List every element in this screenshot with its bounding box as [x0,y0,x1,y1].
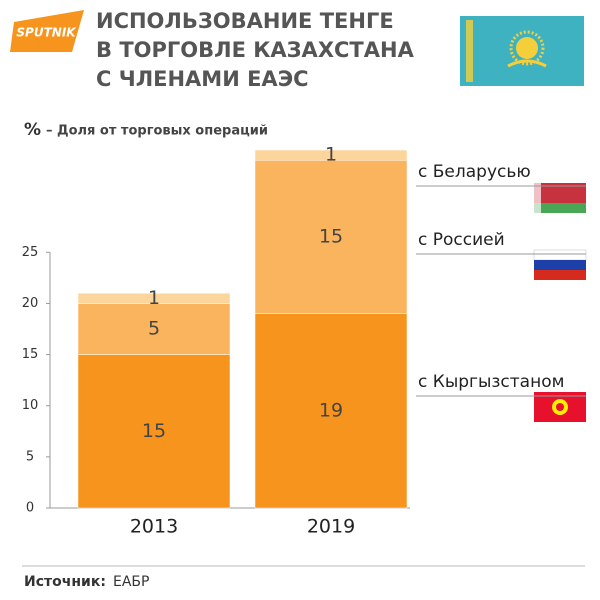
title-line: В ТОРГОВЛЕ КАЗАХСТАНА [96,38,415,62]
unit-label: % [24,120,41,140]
x-tick-label: 2019 [307,516,355,538]
bar-segment [254,149,408,161]
source-text: ЕАБР [113,574,149,590]
bar-segment [254,159,408,314]
y-tick-label: 10 [22,398,39,413]
bar-segment [77,354,231,509]
value-label: 15 [142,420,166,442]
value-label: 1 [148,287,160,309]
title-line: ИСПОЛЬЗОВАНИЕ ТЕНГЕ [96,9,394,33]
legend-label: с Кыргызстаном [418,372,564,392]
bar-segment [77,292,231,304]
value-label: 15 [319,225,343,247]
logo-text: SPUTNIK [16,26,77,40]
flag-russia [533,249,587,280]
flag-kazakhstan [460,16,584,86]
flag-belarus [534,183,586,213]
y-tick-label: 0 [26,501,34,516]
legend-label: с Беларусью [418,162,531,182]
y-tick-label: 5 [26,449,34,464]
value-label: 19 [319,399,343,421]
bar-segment [254,313,408,509]
y-tick-label: 20 [22,296,39,311]
flag-kyrgyzstan [534,392,586,422]
bar-segment [77,303,231,355]
x-tick-label: 2013 [130,516,178,538]
value-label: 5 [148,318,160,340]
y-tick-label: 15 [22,347,39,362]
legend-label: с Россией [418,230,505,250]
title-line: С ЧЛЕНАМИ ЕАЭС [96,67,309,91]
value-label: 1 [325,144,337,166]
y-tick-label: 25 [22,245,39,260]
subtitle: – Доля от торговых операций [46,124,268,139]
logo: SPUTNIK [10,10,84,52]
source-label: Источник: [24,574,106,590]
